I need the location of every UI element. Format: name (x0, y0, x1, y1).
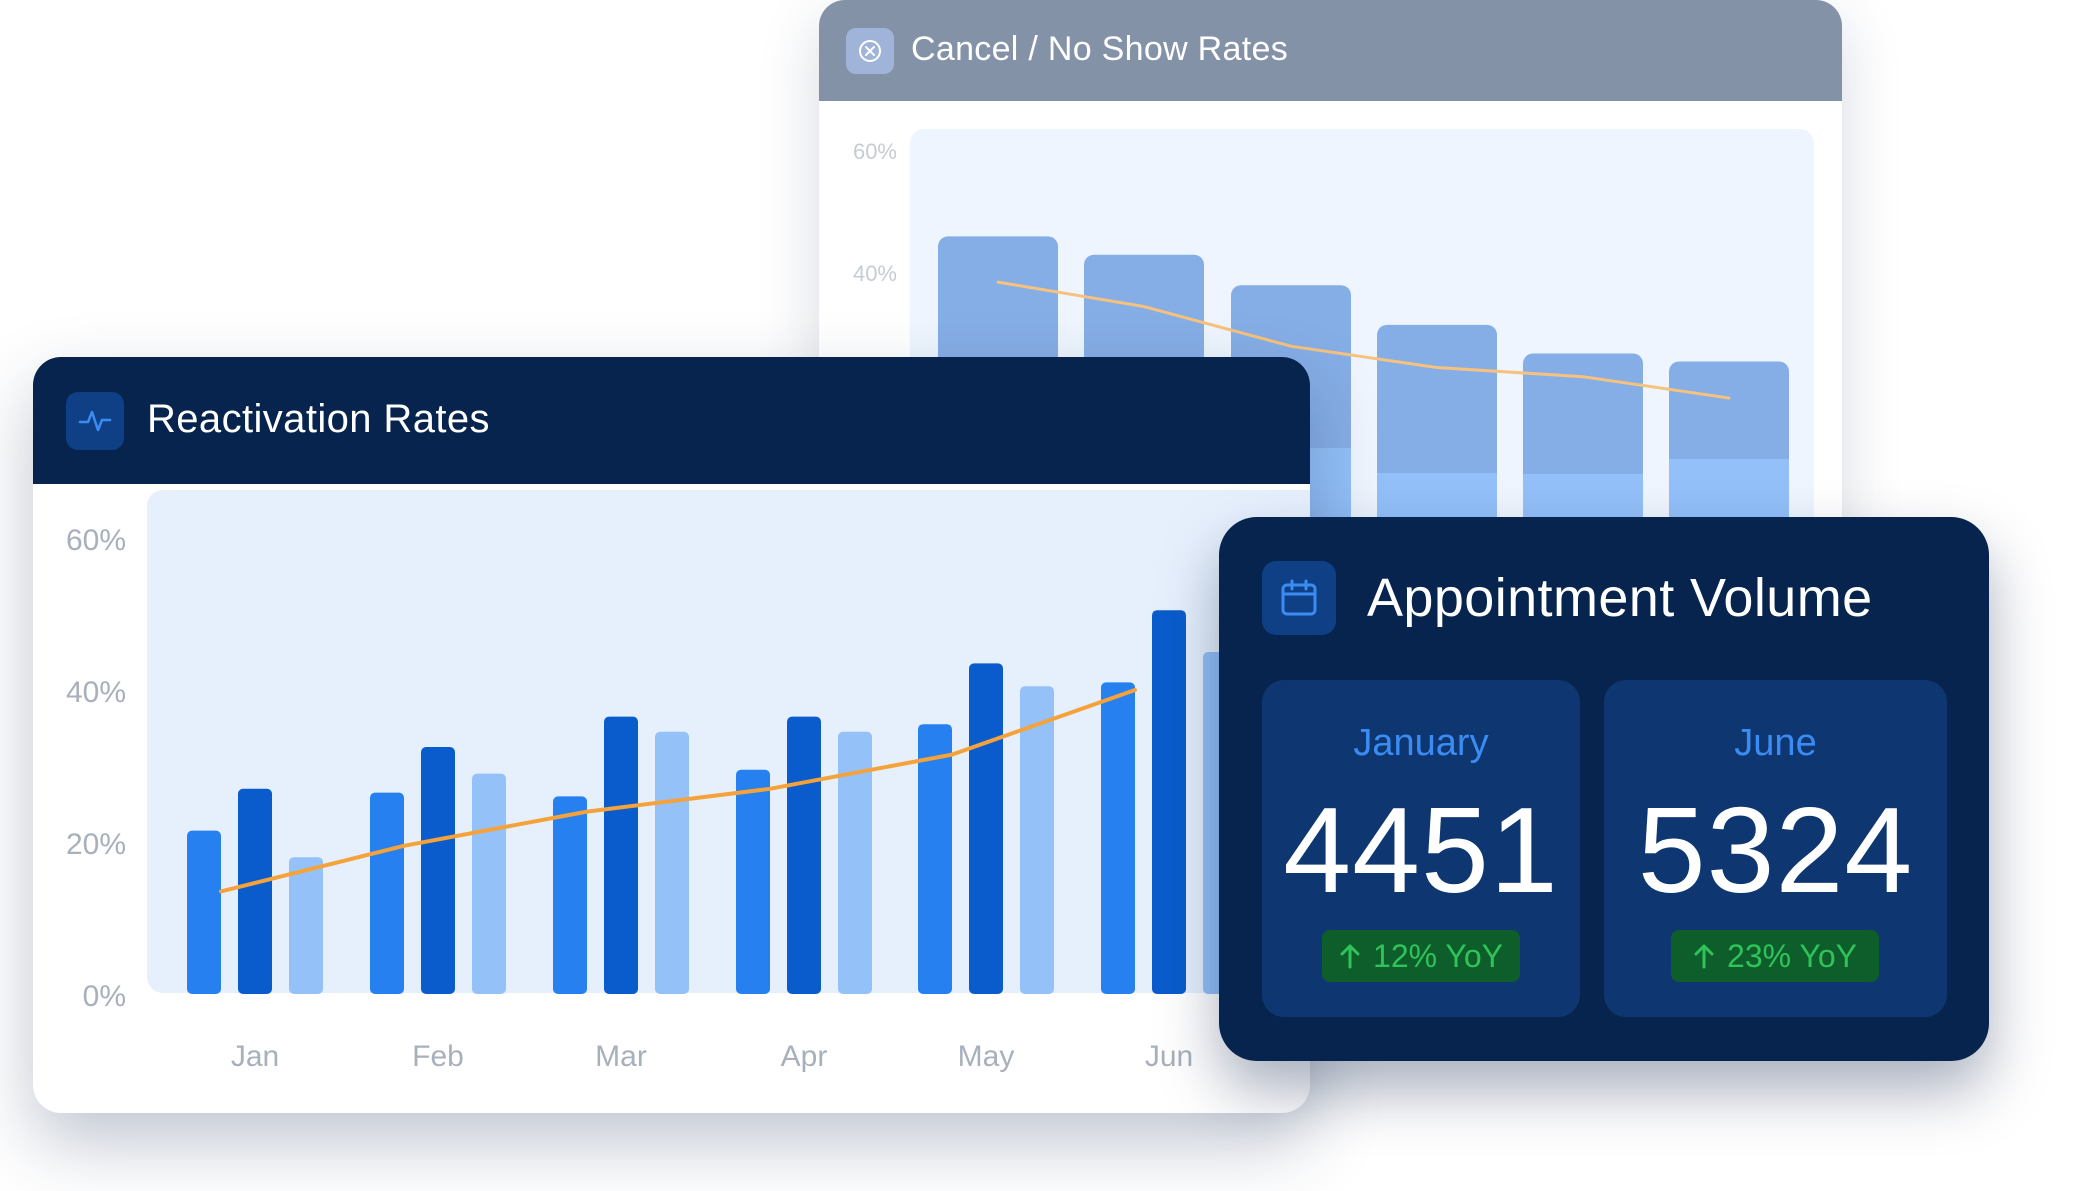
bar (421, 747, 455, 994)
y-tick-label: 40% (853, 261, 897, 286)
y-tick-label: 60% (66, 524, 126, 557)
bar (787, 716, 821, 994)
bar (918, 724, 952, 994)
bar (370, 792, 404, 994)
yoy-badge: 23% YoY (1671, 930, 1879, 982)
x-tick-label: Feb (412, 1040, 464, 1073)
x-tick-label: Jun (1145, 1040, 1193, 1073)
stat-value: 4451 (1283, 782, 1559, 918)
y-tick-label: 0% (83, 980, 126, 1013)
activity-pulse-icon (66, 392, 124, 450)
x-circle-icon (846, 28, 894, 74)
x-tick-label: Apr (781, 1040, 828, 1073)
stat-value: 5324 (1637, 782, 1914, 918)
reactivation-chart: 0% 20% 40% 60% Jan Feb Mar Apr May Jun (66, 490, 1310, 1073)
stat-month: January (1353, 722, 1489, 764)
stat-january: January 4451 12% YoY (1262, 680, 1580, 1017)
calendar-icon (1262, 561, 1336, 635)
bar (187, 830, 221, 994)
y-tick-label: 40% (66, 676, 126, 709)
yoy-badge: 12% YoY (1322, 930, 1520, 982)
bar (238, 788, 272, 994)
bar (472, 773, 506, 994)
y-tick-label: 60% (853, 139, 897, 164)
stat-month: June (1734, 722, 1817, 764)
bar (969, 663, 1003, 994)
cancel-card-title: Cancel / No Show Rates (911, 30, 1288, 68)
bar (604, 716, 638, 994)
bar (289, 857, 323, 994)
y-tick-label: 20% (66, 828, 126, 861)
stat-june: June 5324 23% YoY (1604, 680, 1947, 1017)
bar (1152, 610, 1186, 994)
x-tick-label: May (958, 1040, 1015, 1073)
bar (1101, 682, 1135, 994)
bar (838, 731, 872, 994)
bar (553, 796, 587, 994)
bar (736, 769, 770, 994)
trend-line (219, 688, 1137, 894)
appointment-volume-card: Appointment Volume January 4451 12% YoY … (1219, 517, 1989, 1061)
x-tick-label: Mar (595, 1040, 647, 1073)
yoy-change: 23% YoY (1727, 937, 1857, 974)
reactivation-card: Reactivation Rates 0% 20% 40% 60% Jan Feb Mar A… (33, 357, 1310, 1113)
arrow-up-icon (1694, 944, 1714, 969)
arrow-up-icon (1340, 944, 1360, 969)
appointment-card-title: Appointment Volume (1367, 568, 1873, 628)
reactivation-card-header: Reactivation Rates (33, 357, 1310, 484)
bar (1020, 686, 1054, 994)
reactivation-card-title: Reactivation Rates (147, 397, 490, 441)
x-tick-label: Jan (231, 1040, 279, 1073)
trend-line (996, 280, 1731, 400)
yoy-change: 12% YoY (1373, 937, 1503, 974)
cancel-card-header: Cancel / No Show Rates (819, 0, 1842, 101)
bar (655, 731, 689, 994)
